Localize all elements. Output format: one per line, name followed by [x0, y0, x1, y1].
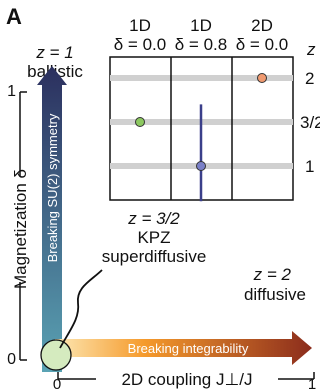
data-points: [135, 73, 267, 202]
z-tick-3-2: 3/2: [300, 113, 320, 132]
column-3-delta: δ = 0.0: [236, 35, 288, 54]
vertical-axis-tick-1: 1: [7, 83, 16, 100]
kpz-pointer-curve: [59, 269, 103, 349]
diffusive-z-label: z = 2: [253, 265, 292, 284]
origin-circle: [40, 339, 72, 371]
column-3-dim: 2D: [251, 16, 273, 35]
horizontal-axis-tick-0: 0: [53, 376, 61, 389]
ballistic-z-label: z = 1: [35, 43, 73, 62]
column-1-dim: 1D: [129, 16, 151, 35]
kpz-label: KPZ: [137, 228, 170, 247]
z-tick-2: 2: [305, 69, 314, 88]
column-2-delta: δ = 0.8: [175, 35, 227, 54]
z-axis-header: z: [306, 40, 316, 59]
kpz-z-label: z = 3/2: [127, 209, 180, 228]
panel-label: A: [6, 4, 22, 29]
horizontal-axis: [57, 372, 315, 380]
z-tick-1: 1: [305, 157, 314, 176]
column-2-dim: 1D: [190, 16, 212, 35]
data-point-3: [257, 73, 267, 83]
data-point-2: [196, 161, 206, 171]
vertical-axis-label: Magnetization δ: [11, 169, 30, 289]
column-1-delta: δ = 0.0: [114, 35, 166, 54]
integrability-breaking-label: Breaking integrability: [128, 341, 249, 356]
vertical-axis-tick-0: 0: [7, 351, 16, 368]
kpz-superdiffusive-label: superdiffusive: [102, 247, 207, 266]
horizontal-axis-tick-1: 1: [308, 376, 316, 389]
diffusive-label: diffusive: [244, 285, 306, 304]
vertical-axis: [10, 91, 30, 361]
integrability-breaking-arrow: [55, 331, 312, 365]
symmetry-breaking-label: Breaking SU(2) symmetry: [45, 113, 60, 262]
horizontal-axis-label: 2D coupling J⊥/J: [121, 370, 252, 389]
symmetry-breaking-arrow: [37, 66, 67, 372]
grid-panel: [109, 56, 294, 202]
data-point-1: [135, 117, 145, 127]
